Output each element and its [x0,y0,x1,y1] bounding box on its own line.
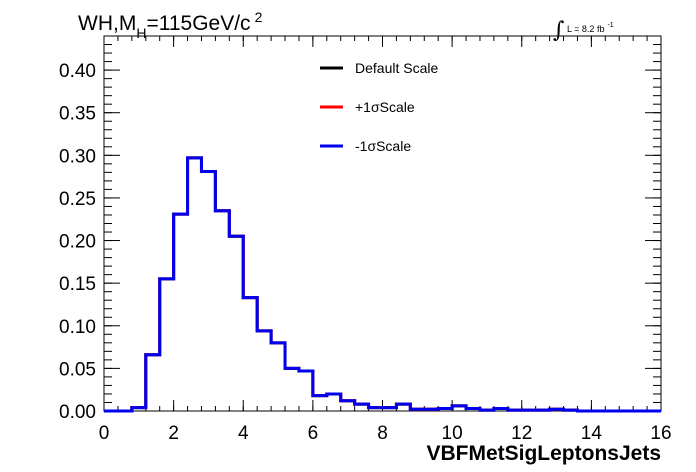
y-tick-label: 0.00 [59,402,96,423]
integral-symbol: ∫ [553,18,565,43]
title-subscript: H [136,25,146,41]
axis-ticks [103,35,662,412]
title-superscript: 2 [255,9,263,25]
histogram-series-2 [104,156,661,413]
x-axis-title: VBFMetSigLeptonsJets [426,442,661,465]
plot-frame [103,35,662,412]
title-main: WH,M [78,12,136,35]
x-tick-label: 14 [581,423,603,444]
x-tick-label: 8 [377,423,388,444]
legend-label: Default Scale [355,60,438,76]
x-tick-label: 4 [238,423,249,444]
y-tick-label: 0.30 [59,146,96,167]
y-tick-label: 0.20 [59,232,96,253]
y-tick-label: 0.40 [59,61,96,82]
x-tick-label: 12 [511,423,532,444]
chart-title: WH,MH=115GeV/c 2 [78,9,263,41]
luminosity-label: ∫ L = 8.2 fb -1 [553,18,614,43]
title-rest: =115GeV/c [146,12,250,35]
x-tick-label: 10 [442,423,463,444]
x-tick-labels: 0 2 4 6 8 10 12 14 16 [99,423,672,444]
x-tick-label: 6 [308,423,319,444]
x-tick-label: 0 [99,423,110,444]
y-tick-label: 0.35 [59,104,96,125]
legend-label: -1σScale [355,138,411,154]
y-tick-label: 0.05 [59,359,96,380]
y-tick-label: 0.25 [59,189,96,210]
y-tick-label: 0.15 [59,274,96,295]
y-tick-labels: 0.00 0.05 0.10 0.15 0.20 0.25 0.30 0.35 0.40 [59,61,96,423]
x-tick-label: 16 [650,423,671,444]
lumi-text: L = 8.2 fb -1 [567,22,614,34]
legend-label: +1σScale [355,99,415,115]
x-tick-label: 2 [168,423,179,444]
y-tick-label: 0.10 [59,317,96,338]
legend: Default Scale +1σScale -1σScale [320,60,438,154]
data-series [104,156,661,413]
